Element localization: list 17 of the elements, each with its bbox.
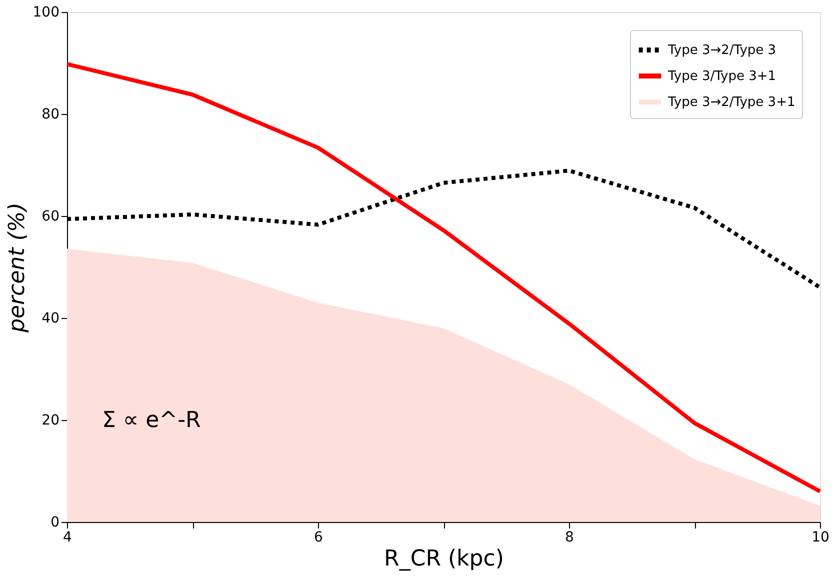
x-tick-label: 10 [812,530,830,546]
y-tick-label: 80 [42,106,60,122]
x-tick-label: 6 [314,530,324,546]
y-tick-label: 20 [42,412,60,428]
annotation: Σ ∝ e^-R [102,408,201,433]
x-axis-title: R_CR (kpc) [384,546,504,572]
y-axis-title: percent (%) [4,202,30,334]
y-tick-label: 100 [32,4,60,20]
x-tick-label: 4 [63,530,72,546]
legend-label: Type 3→2/Type 3 [667,43,776,58]
y-tick-label: 0 [50,514,60,530]
y-tick-label: 60 [42,208,60,224]
legend-label: Type 3→2/Type 3+1 [667,95,796,110]
y-tick-label: 40 [42,310,60,326]
legend-label: Type 3/Type 3+1 [667,69,776,84]
line-series [65,62,822,494]
x-tick-label: 8 [565,530,574,546]
